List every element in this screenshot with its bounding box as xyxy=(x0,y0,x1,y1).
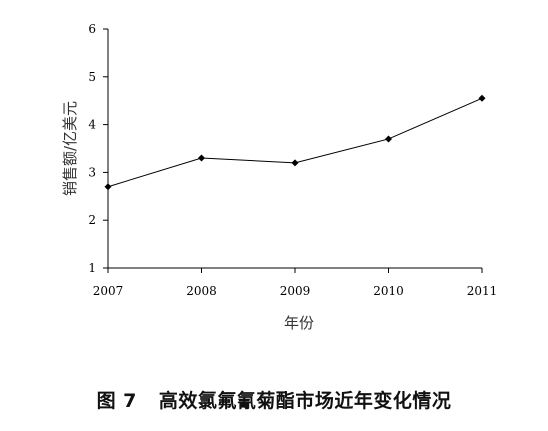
x-axis-label: 年份 xyxy=(284,314,314,332)
axes xyxy=(107,29,482,269)
y-tick-label: 5 xyxy=(88,70,96,84)
data-point xyxy=(478,94,486,102)
series xyxy=(104,94,486,191)
data-point xyxy=(291,159,299,167)
y-ticks: 1 2 3 4 5 6 xyxy=(88,22,108,275)
y-tick-label: 6 xyxy=(88,22,96,36)
x-tick-label: 2010 xyxy=(373,284,404,298)
data-point xyxy=(104,183,112,191)
y-tick-label: 1 xyxy=(88,261,96,275)
series-line xyxy=(107,97,483,188)
x-tick-label: 2009 xyxy=(280,284,311,298)
x-tick-label: 2011 xyxy=(467,284,498,298)
y-tick-label: 3 xyxy=(88,165,96,179)
figure-title: 高效氯氟氰菊酯市场近年变化情况 xyxy=(158,390,452,412)
x-tick-label: 2007 xyxy=(93,284,124,298)
figure-caption: 图 7 高效氯氟氰菊酯市场近年变化情况 xyxy=(0,386,548,413)
x-ticks: 2007 2008 2009 2010 2011 xyxy=(93,268,498,298)
data-point xyxy=(385,135,392,143)
data-point xyxy=(198,154,205,162)
y-tick-label: 4 xyxy=(88,118,96,132)
y-tick-label: 2 xyxy=(88,213,96,227)
figure-number: 图 7 xyxy=(96,390,137,412)
x-tick-label: 2008 xyxy=(186,284,217,298)
y-axis-label: 销售额/亿美元 xyxy=(61,101,79,196)
